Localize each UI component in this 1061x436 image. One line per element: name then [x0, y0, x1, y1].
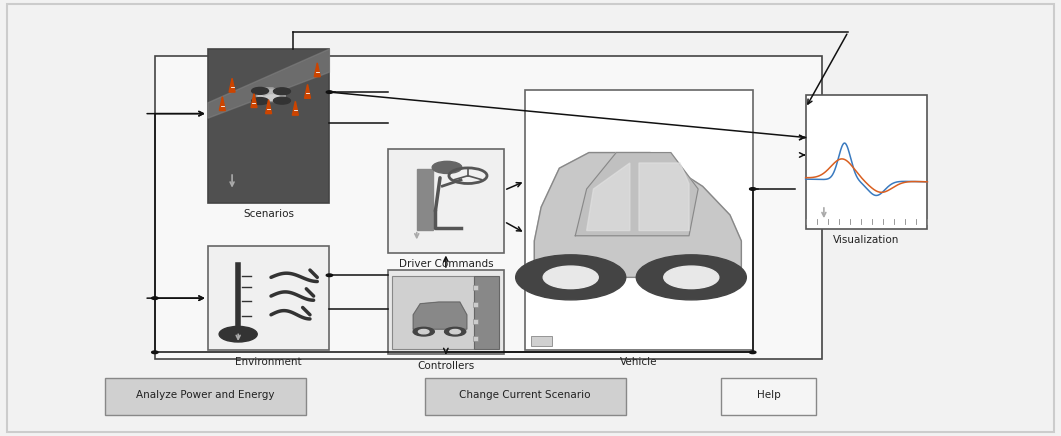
Circle shape: [251, 88, 268, 94]
Circle shape: [450, 330, 460, 334]
Circle shape: [749, 187, 755, 190]
Polygon shape: [251, 94, 257, 108]
Bar: [393, 276, 474, 348]
Bar: [424, 378, 626, 415]
Circle shape: [152, 297, 158, 300]
Polygon shape: [639, 163, 689, 231]
Polygon shape: [229, 78, 236, 92]
Circle shape: [418, 330, 429, 334]
Bar: [105, 378, 307, 415]
Polygon shape: [417, 170, 433, 230]
Polygon shape: [257, 88, 285, 102]
Bar: [525, 90, 752, 350]
Circle shape: [637, 255, 746, 300]
Circle shape: [432, 161, 462, 174]
Bar: [474, 276, 500, 348]
Circle shape: [516, 255, 626, 300]
Polygon shape: [535, 153, 742, 277]
Text: Analyze Power and Energy: Analyze Power and Energy: [137, 389, 275, 399]
Text: Scenarios: Scenarios: [243, 209, 294, 219]
Bar: [208, 246, 329, 350]
Bar: [472, 285, 479, 290]
Bar: [472, 302, 479, 307]
Circle shape: [220, 327, 257, 342]
Bar: [530, 336, 552, 346]
Bar: [805, 95, 927, 229]
Text: Driver Commands: Driver Commands: [399, 259, 493, 269]
Circle shape: [749, 351, 755, 354]
Polygon shape: [314, 63, 320, 77]
Circle shape: [251, 98, 268, 105]
Circle shape: [327, 91, 332, 93]
Bar: [721, 378, 816, 415]
Polygon shape: [220, 97, 225, 111]
Polygon shape: [263, 89, 277, 96]
Circle shape: [664, 266, 718, 289]
Circle shape: [274, 97, 291, 104]
Text: Visualization: Visualization: [833, 235, 900, 245]
Text: Change Current Scenario: Change Current Scenario: [459, 389, 591, 399]
Polygon shape: [413, 302, 467, 329]
Bar: [387, 149, 504, 252]
Bar: [155, 55, 821, 359]
Polygon shape: [293, 101, 298, 115]
Circle shape: [152, 351, 158, 354]
Circle shape: [413, 327, 434, 336]
Polygon shape: [575, 153, 698, 236]
Circle shape: [327, 274, 332, 276]
Bar: [208, 49, 329, 203]
Polygon shape: [587, 163, 630, 231]
Circle shape: [445, 327, 466, 336]
Text: Controllers: Controllers: [417, 361, 474, 371]
Circle shape: [274, 88, 291, 95]
Polygon shape: [208, 49, 329, 118]
Bar: [472, 319, 479, 324]
Bar: [387, 270, 504, 354]
Circle shape: [543, 266, 598, 289]
Polygon shape: [265, 100, 272, 114]
Text: Environment: Environment: [236, 357, 302, 367]
Text: Vehicle: Vehicle: [621, 357, 658, 367]
Bar: [472, 336, 479, 341]
Polygon shape: [305, 85, 311, 98]
Text: Help: Help: [756, 389, 781, 399]
